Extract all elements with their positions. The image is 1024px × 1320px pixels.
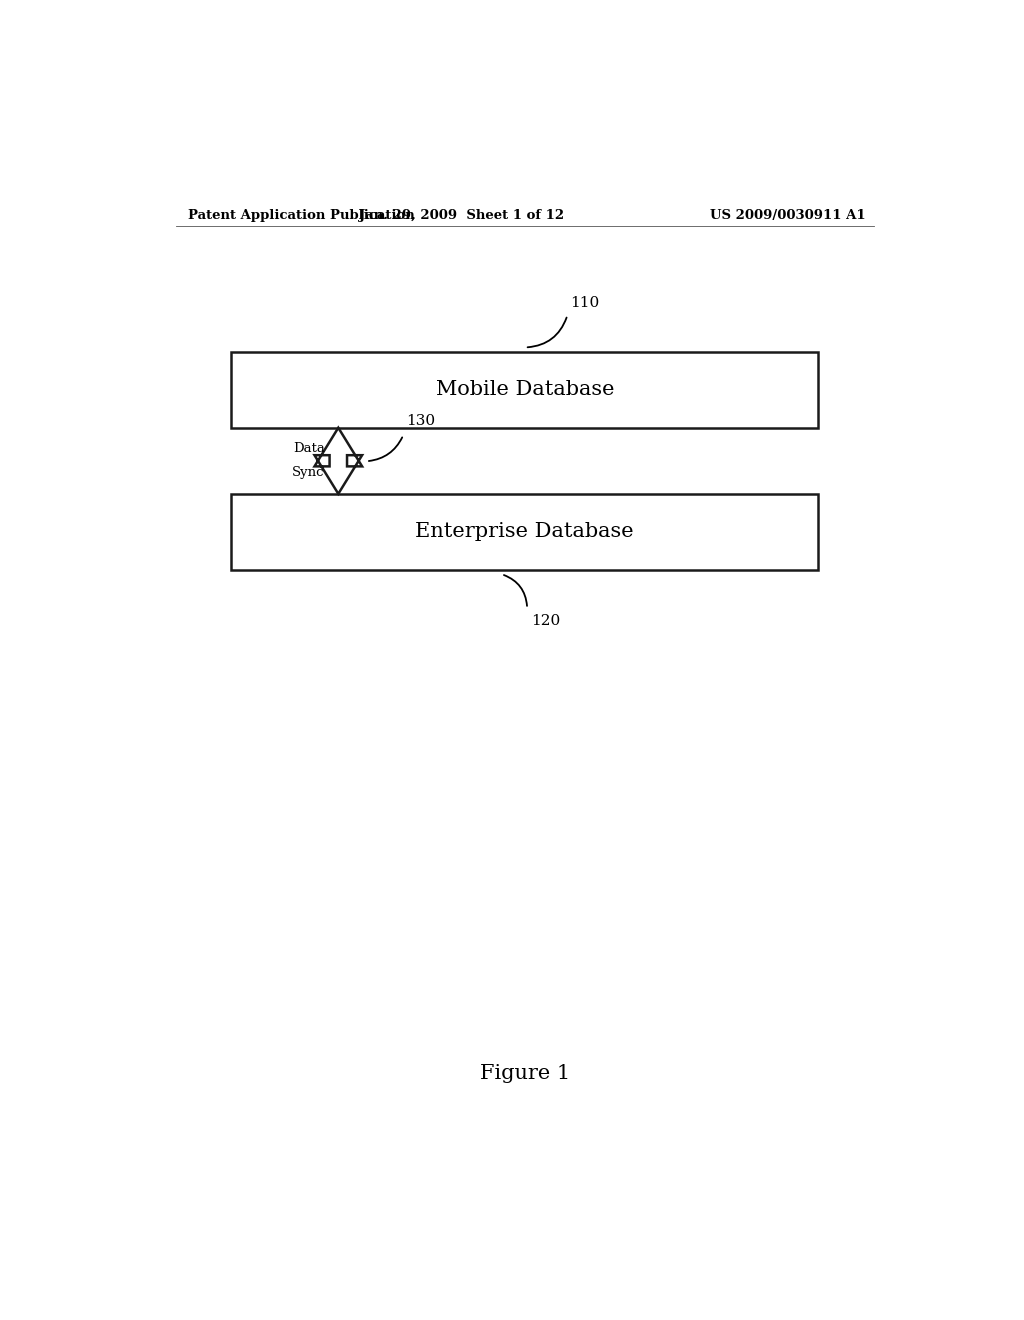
Text: Figure 1: Figure 1: [479, 1064, 570, 1082]
Text: 130: 130: [406, 413, 435, 428]
Text: Enterprise Database: Enterprise Database: [416, 523, 634, 541]
FancyBboxPatch shape: [231, 494, 818, 570]
Polygon shape: [314, 428, 362, 494]
Text: Data: Data: [293, 442, 325, 455]
Text: Sync: Sync: [292, 466, 325, 479]
Text: Mobile Database: Mobile Database: [435, 380, 614, 399]
Text: Jan. 29, 2009  Sheet 1 of 12: Jan. 29, 2009 Sheet 1 of 12: [358, 209, 564, 222]
Text: US 2009/0030911 A1: US 2009/0030911 A1: [711, 209, 866, 222]
Text: 120: 120: [531, 614, 560, 628]
FancyBboxPatch shape: [231, 351, 818, 428]
Text: 110: 110: [570, 296, 599, 310]
Text: Patent Application Publication: Patent Application Publication: [187, 209, 415, 222]
